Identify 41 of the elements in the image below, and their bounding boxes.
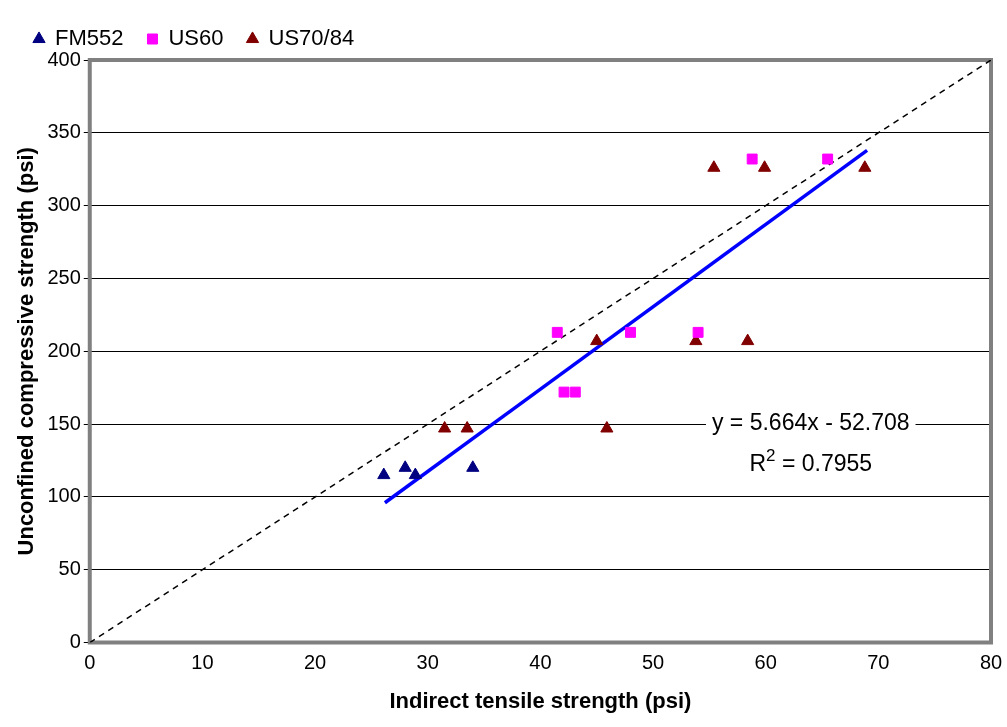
- x-tick-label: 10: [191, 651, 214, 674]
- annotation: y = 5.664x - 52.708: [711, 409, 910, 436]
- y-tick-label: 200: [47, 338, 81, 361]
- legend-label: US70/84: [268, 25, 355, 51]
- point: [408, 467, 422, 480]
- point: [758, 160, 772, 172]
- point: [746, 153, 758, 165]
- x-tick-label: 0: [84, 651, 96, 674]
- point: [707, 160, 721, 172]
- legend-label: US60: [168, 25, 224, 51]
- x-tick-label: 60: [754, 651, 777, 674]
- point: [398, 460, 412, 472]
- point: [377, 467, 391, 480]
- point: [600, 421, 614, 433]
- point: [692, 326, 704, 338]
- point: [625, 326, 636, 338]
- y-tick-label: 50: [58, 557, 81, 580]
- point: [558, 386, 570, 398]
- point: [590, 333, 604, 346]
- y-tick-label: 250: [47, 265, 81, 288]
- y-tick-label: 0: [69, 630, 81, 653]
- x-tick-label: 20: [303, 651, 327, 674]
- point: [466, 460, 480, 472]
- point: [822, 153, 834, 165]
- x-axis-title: Indirect tensile strength (psi): [389, 687, 692, 713]
- point: [741, 333, 755, 346]
- x-tick-label: 70: [867, 651, 890, 674]
- y-tick-label: 350: [47, 120, 81, 143]
- point: [438, 421, 452, 433]
- point: [569, 386, 581, 398]
- x-tick-label: 80: [979, 651, 1003, 674]
- point: [858, 160, 872, 172]
- y-axis-title: Unconfined compressive strength (psi): [13, 147, 39, 556]
- x-tick-label: 30: [416, 651, 439, 674]
- y-tick-label: 150: [47, 411, 81, 434]
- point: [551, 326, 563, 338]
- x-tick-label: 40: [529, 651, 552, 674]
- y-tick-label: 100: [47, 484, 81, 507]
- y-tick-label: 300: [47, 193, 81, 216]
- x-tick-label: 50: [641, 651, 665, 674]
- point: [460, 421, 474, 433]
